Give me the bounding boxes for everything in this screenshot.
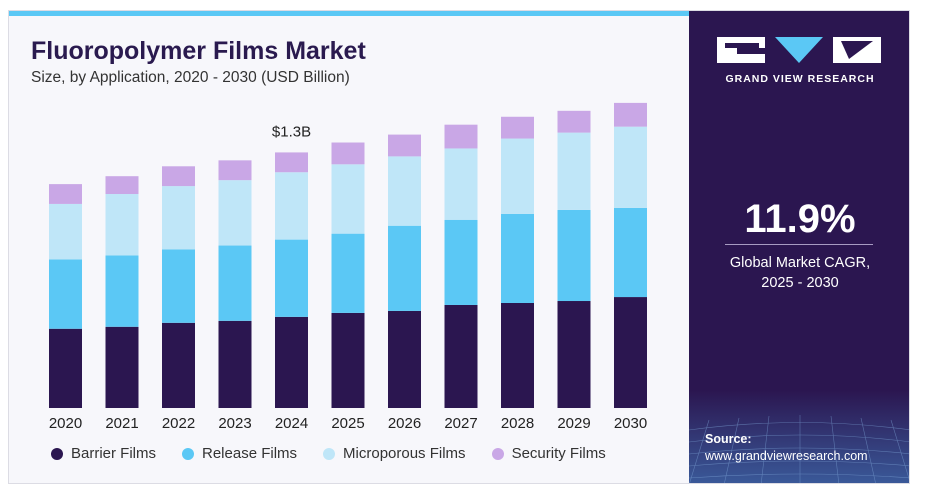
x-tick-label: 2030 bbox=[614, 415, 647, 432]
bar-segment-microporous-films-2024 bbox=[275, 172, 308, 240]
bar-segment-security-films-2023 bbox=[218, 160, 252, 181]
bar-segment-release-films-2021 bbox=[105, 255, 139, 327]
bar-segment-security-films-2022 bbox=[162, 166, 195, 187]
bar-segment-barrier-films-2022 bbox=[162, 322, 195, 408]
x-tick-label: 2022 bbox=[162, 415, 195, 432]
bar-segment-security-films-2020 bbox=[49, 184, 82, 204]
legend-swatch bbox=[182, 447, 194, 460]
cagr-label: Global Market CAGR, 2025 - 2030 bbox=[689, 253, 909, 293]
legend-item: Microporous Films bbox=[323, 445, 466, 462]
bar-segment-barrier-films-2025 bbox=[331, 312, 365, 408]
bar-segment-microporous-films-2027 bbox=[444, 148, 478, 220]
bar-segment-security-films-2024 bbox=[275, 152, 308, 173]
legend-item: Release Films bbox=[182, 445, 297, 462]
stacked-bar-chart: 2020 2021 2022 2023 2024 $1.3B 2025 2026 2027 202… bbox=[49, 102, 647, 432]
bar-segment-security-films-2030 bbox=[614, 102, 647, 127]
chart-card: Fluoropolymer Films Market Size, by Appl… bbox=[8, 10, 910, 484]
legend-item: Barrier Films bbox=[51, 445, 156, 462]
bar-segment-release-films-2023 bbox=[218, 245, 252, 321]
bar-segment-microporous-films-2028 bbox=[501, 138, 534, 214]
bar-segment-security-films-2028 bbox=[501, 116, 534, 139]
legend-swatch bbox=[491, 447, 504, 460]
bar-segment-microporous-films-2020 bbox=[49, 203, 82, 260]
legend-label: Microporous Films bbox=[343, 445, 466, 462]
source-note: Source: www.grandviewresearch.com bbox=[705, 431, 868, 465]
cagr-label-line1: Global Market CAGR, bbox=[729, 255, 871, 271]
legend-label: Security Films bbox=[511, 445, 606, 462]
chart-title: Fluoropolymer Films Market bbox=[31, 37, 366, 65]
data-label-annotation: $1.3B bbox=[272, 123, 311, 140]
x-tick-label: 2020 bbox=[49, 415, 82, 432]
legend-swatch bbox=[323, 447, 336, 460]
bar-segment-security-films-2021 bbox=[105, 176, 139, 195]
bar-segment-release-films-2028 bbox=[501, 213, 534, 303]
accent-bar bbox=[9, 11, 689, 16]
bar-segment-security-films-2029 bbox=[557, 110, 591, 133]
bar-segment-release-films-2026 bbox=[388, 225, 421, 311]
bar-segment-barrier-films-2026 bbox=[388, 310, 421, 408]
bar-segment-microporous-films-2021 bbox=[105, 194, 139, 256]
bar-segment-security-films-2027 bbox=[444, 124, 478, 149]
sidebar-panel: GRAND VIEW RESEARCH 11.9% Global Market … bbox=[689, 11, 909, 483]
x-tick-label: 2028 bbox=[501, 415, 534, 432]
legend-label: Barrier Films bbox=[71, 445, 156, 462]
bar-segment-barrier-films-2024 bbox=[275, 316, 308, 408]
cagr-value: 11.9% bbox=[744, 197, 856, 241]
bar-segment-microporous-films-2030 bbox=[614, 126, 647, 208]
x-tick-label: 2027 bbox=[444, 415, 477, 432]
chart-legend: Barrier Films Release Films Microporous Fi… bbox=[51, 445, 606, 462]
bar-segment-microporous-films-2025 bbox=[331, 164, 365, 234]
bar-segment-microporous-films-2029 bbox=[557, 132, 591, 210]
x-tick-label: 2029 bbox=[557, 415, 590, 432]
x-tick-label: 2024 bbox=[275, 415, 308, 432]
cagr-label-line2: 2025 - 2030 bbox=[761, 275, 839, 291]
chart-subtitle: Size, by Application, 2020 - 2030 (USD B… bbox=[31, 69, 350, 86]
grand-view-research-logo bbox=[717, 37, 881, 63]
bar-segment-release-films-2024 bbox=[275, 239, 308, 317]
bar-segment-barrier-films-2029 bbox=[557, 301, 591, 408]
source-label: Source: bbox=[705, 432, 752, 446]
bar-segment-release-films-2027 bbox=[444, 219, 478, 305]
brand-name: GRAND VIEW RESEARCH bbox=[725, 73, 875, 85]
bar-segment-microporous-films-2022 bbox=[162, 186, 195, 250]
source-url[interactable]: www.grandviewresearch.com bbox=[705, 449, 868, 463]
bar-segment-barrier-films-2030 bbox=[614, 297, 647, 408]
legend-label: Release Films bbox=[202, 445, 298, 462]
x-tick-label: 2021 bbox=[105, 415, 138, 432]
x-tick-label: 2025 bbox=[331, 415, 364, 432]
bar-segment-release-films-2025 bbox=[331, 233, 365, 313]
bar-segment-barrier-films-2028 bbox=[501, 302, 534, 408]
divider bbox=[725, 244, 873, 245]
decorative-grid bbox=[689, 390, 909, 483]
bar-segment-release-films-2020 bbox=[49, 259, 82, 329]
bar-segment-microporous-films-2026 bbox=[388, 156, 421, 226]
legend-swatch bbox=[51, 447, 63, 460]
bar-segment-barrier-films-2020 bbox=[49, 328, 82, 408]
bar-segment-release-films-2030 bbox=[614, 207, 647, 298]
bar-segment-security-films-2025 bbox=[331, 142, 365, 165]
x-tick-label: 2026 bbox=[388, 415, 421, 432]
bar-segment-barrier-films-2021 bbox=[105, 326, 139, 408]
bar-segment-security-films-2026 bbox=[388, 134, 421, 157]
legend-item: Security Films bbox=[491, 445, 606, 462]
bar-segment-microporous-films-2023 bbox=[218, 180, 252, 246]
bar-segment-release-films-2022 bbox=[162, 249, 195, 323]
bar-segment-barrier-films-2023 bbox=[218, 320, 252, 408]
bar-segment-release-films-2029 bbox=[557, 209, 591, 302]
x-tick-label: 2023 bbox=[218, 415, 251, 432]
bar-segment-barrier-films-2027 bbox=[444, 304, 478, 408]
